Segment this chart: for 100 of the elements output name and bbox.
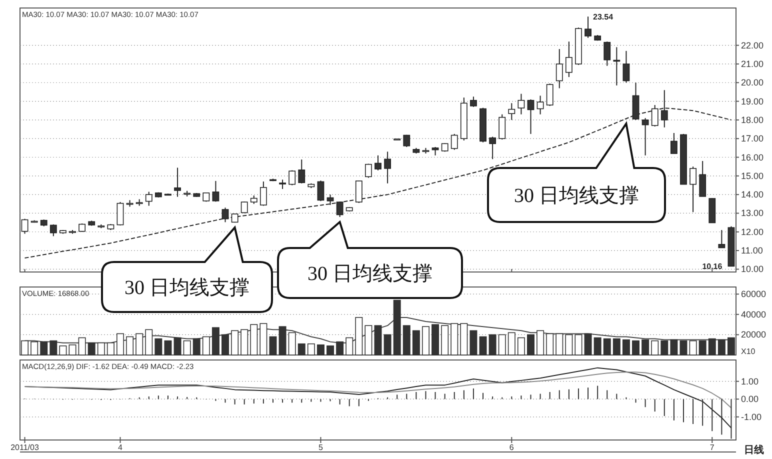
bar [192, 338, 200, 356]
annotation: 30 日均线支撑 [308, 263, 432, 285]
candlestick [556, 48, 563, 89]
annotation: 30 日均线支撑 [124, 277, 250, 299]
y-tick-label: 12.00 [741, 226, 764, 237]
candlestick [508, 102, 516, 120]
y-tick-label: 16.00 [741, 152, 764, 162]
bar [660, 340, 668, 356]
y-tick-label: 21.00 [741, 58, 764, 69]
bar [316, 344, 324, 356]
annotation: 23.54 [593, 12, 614, 22]
bar [106, 342, 114, 356]
candlestick [384, 151, 391, 184]
candlestick [642, 118, 649, 156]
bar [68, 344, 76, 356]
candlestick [450, 133, 458, 150]
bar [594, 337, 602, 356]
bar [298, 343, 306, 356]
candlestick [365, 163, 372, 178]
y-tick-label: 40000 [741, 309, 766, 320]
candlestick [298, 158, 306, 184]
y-tick-label: 10.00 [741, 264, 764, 274]
bar [546, 333, 554, 356]
candlestick [50, 224, 57, 237]
bar [412, 330, 420, 356]
bar [603, 338, 611, 356]
x-tick-label: 5 [318, 443, 324, 452]
bar [154, 338, 162, 356]
candlestick [622, 50, 630, 84]
bar [174, 337, 182, 356]
candlestick [21, 218, 28, 234]
bar [355, 317, 363, 356]
y-tick-label: 60000 [741, 289, 766, 300]
x-tick-label: 6 [509, 443, 514, 452]
bar [527, 334, 534, 356]
candlestick [260, 181, 267, 206]
candlestick [212, 180, 220, 202]
bar [689, 340, 697, 356]
bar [680, 340, 688, 356]
y-tick-label: 17.00 [741, 134, 764, 144]
bar [470, 330, 478, 356]
candlestick [326, 194, 334, 206]
candlestick [174, 167, 181, 198]
bar [183, 340, 191, 356]
candlestick [145, 191, 152, 206]
candlestick [470, 96, 477, 108]
bar [278, 326, 286, 356]
bar [30, 341, 38, 356]
bar [326, 345, 334, 356]
bar [432, 324, 440, 356]
candlestick [498, 114, 506, 140]
bar [574, 334, 582, 356]
bar [336, 341, 344, 356]
x-tick-label: 7 [710, 443, 715, 452]
text: X10 [741, 347, 756, 356]
bar [222, 334, 229, 356]
bar [231, 330, 239, 356]
candlestick [355, 180, 362, 204]
y-tick-label: 19.00 [741, 96, 764, 106]
bar [126, 336, 134, 356]
candlestick [489, 136, 496, 160]
x-tick-label: 2011/03 [10, 443, 40, 452]
bar [307, 343, 315, 356]
bar [78, 337, 86, 356]
candlestick [546, 83, 554, 106]
bar [364, 325, 372, 356]
bar [346, 337, 354, 356]
candlestick [288, 170, 296, 186]
y-tick-label: 20.00 [741, 78, 764, 88]
bar [88, 342, 96, 356]
bar [517, 337, 525, 356]
candlestick [584, 16, 592, 38]
bar [708, 338, 716, 356]
y-tick-label: -1.00 [741, 412, 762, 422]
annotation: 10.16 [702, 262, 723, 272]
y-tick-label: 18.00 [741, 114, 764, 125]
bar [727, 337, 735, 356]
y-tick-label: 14.00 [741, 190, 764, 200]
bar [240, 329, 248, 356]
bar [612, 338, 620, 356]
bar [651, 340, 659, 356]
text: 日线 [744, 444, 764, 456]
candlestick [222, 207, 229, 223]
candlestick [336, 201, 344, 218]
bar [384, 334, 392, 356]
bar [164, 340, 172, 356]
candlestick [536, 95, 544, 115]
bar [202, 336, 210, 356]
bar [565, 334, 573, 356]
bar [393, 300, 401, 356]
bar [642, 339, 650, 356]
y-tick-label: 22.00 [741, 40, 764, 50]
bar [21, 340, 29, 356]
y-tick-label: 15.00 [741, 170, 764, 181]
bar [670, 339, 678, 356]
bar [260, 323, 268, 356]
bar [488, 334, 496, 356]
y-tick-label: 1.00 [741, 376, 759, 386]
candlestick [518, 93, 525, 115]
line-series [24, 372, 732, 408]
